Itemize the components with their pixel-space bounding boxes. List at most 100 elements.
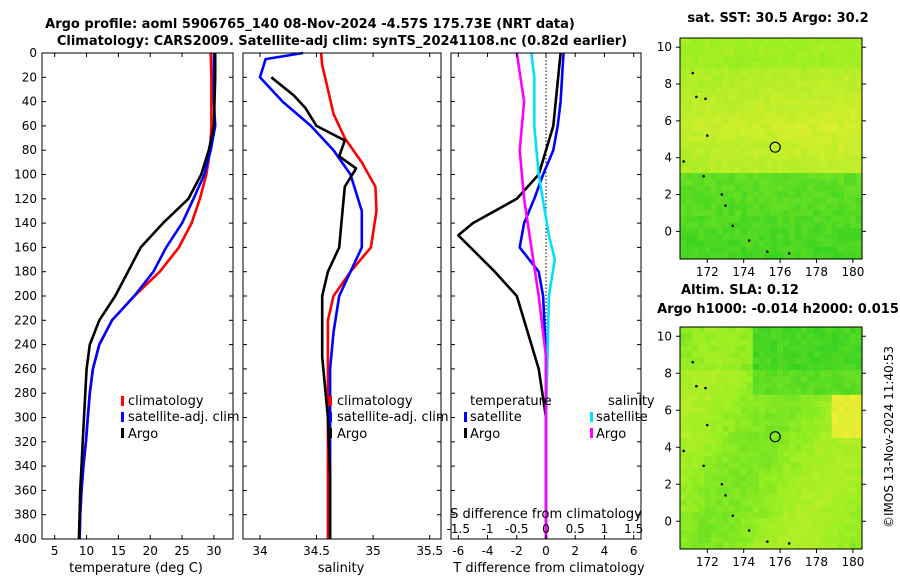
map-cell — [807, 117, 815, 125]
y-tick-label: 220 — [14, 313, 37, 327]
map-cell — [837, 388, 845, 396]
x-tick-label: -2 — [511, 544, 523, 558]
map-cell — [825, 382, 833, 390]
map-cell — [771, 518, 778, 525]
map-cell — [795, 456, 802, 464]
map-cell — [819, 524, 827, 532]
map-cell — [752, 499, 760, 507]
map-cell — [704, 222, 711, 229]
map-cell — [819, 345, 827, 353]
map-cell — [813, 425, 821, 433]
island-marker — [704, 97, 707, 101]
map-cell — [704, 401, 711, 408]
map-cell — [843, 56, 851, 64]
map-cell — [771, 50, 778, 57]
map-cell — [813, 456, 821, 464]
map-cell — [819, 240, 827, 248]
map-cell — [783, 401, 790, 408]
map-cell — [789, 487, 796, 495]
map-cell — [789, 203, 796, 211]
map-cell — [831, 487, 839, 495]
map-cell — [758, 81, 766, 88]
map-cell — [746, 93, 754, 100]
map-cell — [758, 542, 766, 550]
map-cell — [843, 123, 851, 131]
map-cell — [837, 166, 845, 174]
map-cell — [819, 154, 827, 162]
map-cell — [758, 357, 766, 365]
map-cell — [710, 191, 717, 199]
map-cell — [777, 351, 784, 359]
map-cell — [746, 481, 754, 488]
island-marker — [695, 384, 698, 388]
map-cell — [777, 413, 784, 421]
map-cell — [801, 487, 808, 495]
map-cell — [704, 197, 711, 205]
legend-swatch-climatology — [121, 396, 124, 406]
map-cell — [843, 431, 851, 439]
map-cell — [728, 376, 736, 384]
map-cell — [771, 209, 778, 217]
map-cell — [843, 351, 851, 359]
map-cell — [807, 394, 815, 402]
map-cell — [764, 93, 772, 100]
map-cell — [752, 44, 760, 51]
map-cell — [777, 99, 784, 107]
map-cell — [710, 345, 717, 353]
map-cell — [716, 542, 724, 550]
island-marker — [720, 482, 724, 486]
map-cell — [728, 240, 736, 248]
map-cell — [758, 370, 766, 377]
map-cell — [686, 136, 693, 143]
sal-legend-argo: Argo — [337, 427, 367, 442]
map-cell — [837, 68, 845, 76]
map-cell — [740, 542, 748, 550]
map-cell — [740, 518, 748, 525]
map-cell — [698, 154, 705, 162]
map-cell — [855, 50, 863, 57]
map-cell — [692, 327, 699, 334]
map-cell — [819, 38, 827, 45]
map-cell — [819, 185, 827, 192]
map-cell — [722, 203, 730, 211]
map-cell — [692, 542, 699, 550]
map-cell — [813, 438, 821, 445]
map-cell — [801, 499, 808, 507]
map-cell — [819, 475, 827, 482]
map-cell — [783, 252, 790, 260]
map-cell — [807, 345, 815, 353]
map-cell — [740, 117, 748, 125]
map-cell — [698, 166, 705, 174]
map-cell — [710, 160, 717, 168]
map-cell — [728, 148, 736, 156]
map-cell — [777, 252, 784, 260]
map-cell — [764, 475, 772, 482]
map-cell — [692, 364, 699, 371]
map-cell — [704, 136, 711, 143]
map-cell — [795, 413, 802, 421]
map-cell — [746, 179, 754, 186]
map-cell — [698, 499, 705, 507]
map-cell — [783, 240, 790, 248]
map-cell — [764, 327, 772, 334]
y-tick-label: 280 — [14, 386, 37, 400]
map-cell — [680, 505, 687, 513]
x-tick-label: 30 — [206, 544, 221, 558]
map-cell — [807, 413, 815, 421]
map-cell — [710, 117, 717, 125]
map-cell — [704, 50, 711, 57]
map-cell — [795, 44, 802, 51]
map-cell — [849, 111, 857, 119]
map-cell — [734, 56, 742, 64]
map-cell — [849, 462, 857, 470]
map-cell — [807, 475, 815, 482]
map-cell — [728, 105, 736, 113]
map-cell — [764, 197, 772, 205]
map-cell — [825, 50, 833, 57]
map-cell — [728, 216, 736, 223]
map-cell — [801, 246, 808, 254]
map-cell — [734, 111, 742, 119]
map-cell — [783, 376, 790, 384]
map-cell — [764, 142, 772, 150]
map-cell — [813, 505, 821, 513]
